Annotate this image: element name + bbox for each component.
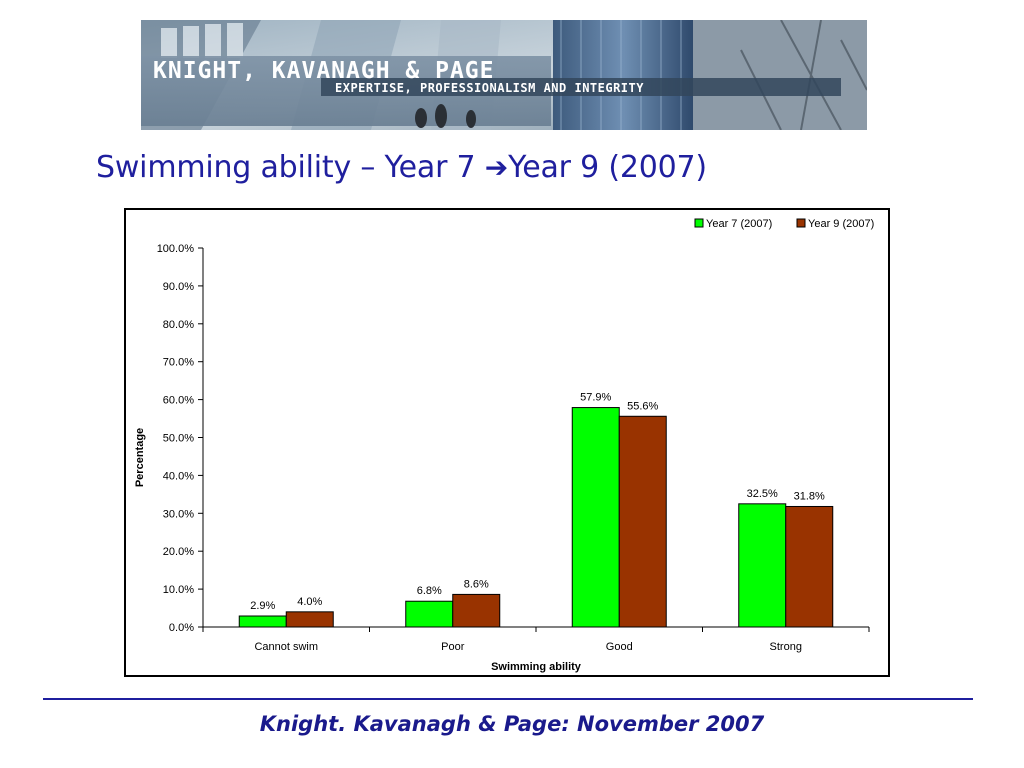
- bar: [785, 505, 834, 628]
- y-tick-label: 60.0%: [163, 395, 194, 407]
- title-part1: Swimming ability – Year 7: [96, 150, 485, 185]
- slide-title: Swimming ability – Year 7 ➔Year 9 (2007): [96, 150, 707, 185]
- bar: [405, 600, 454, 628]
- data-label: 4.0%: [297, 596, 322, 608]
- data-label: 32.5%: [747, 488, 778, 500]
- data-label: 31.8%: [794, 490, 825, 502]
- y-tick-label: 90.0%: [163, 281, 194, 293]
- legend-label: Year 9 (2007): [808, 218, 874, 230]
- x-tick-label: Cannot swim: [254, 641, 318, 653]
- y-tick-label: 40.0%: [163, 470, 194, 482]
- data-label: 57.9%: [580, 392, 611, 404]
- bar: [238, 615, 287, 628]
- y-tick-label: 70.0%: [163, 357, 194, 369]
- y-tick-label: 30.0%: [163, 508, 194, 520]
- bar-chart: 0.0% 10.0% 20.0% 30.0% 40.0% 50.0% 60.0% 70.0% 8…: [134, 218, 874, 673]
- bar: [571, 407, 620, 628]
- bar: [618, 415, 667, 628]
- data-label: 2.9%: [250, 600, 275, 612]
- y-tick-label: 50.0%: [163, 433, 194, 445]
- banner-image: KNIGHT, KAVANAGH & PAGE EXPERTISE, PROFE…: [141, 20, 867, 130]
- footer-divider: [43, 698, 973, 700]
- y-tick-label: 0.0%: [169, 622, 194, 634]
- data-label: 55.6%: [627, 400, 658, 412]
- x-tick-label: Strong: [770, 641, 802, 653]
- x-axis-title: Swimming ability: [491, 661, 582, 673]
- right-arrow-icon: ➔: [484, 151, 509, 184]
- legend-swatch: [694, 218, 704, 228]
- bar: [738, 503, 787, 628]
- bar: [452, 593, 501, 628]
- legend-swatch: [796, 218, 806, 228]
- y-tick-label: 100.0%: [157, 243, 195, 255]
- header-banner: KNIGHT, KAVANAGH & PAGE EXPERTISE, PROFE…: [141, 20, 867, 130]
- footer-text: Knight. Kavanagh & Page: November 2007: [259, 712, 765, 736]
- y-axis-title: Percentage: [134, 428, 146, 487]
- banner-company: KNIGHT, KAVANAGH & PAGE: [153, 58, 495, 84]
- bar: [285, 611, 334, 628]
- data-label: 8.6%: [464, 578, 489, 590]
- title-part2: Year 9 (2007): [508, 150, 707, 185]
- y-tick-label: 80.0%: [163, 319, 194, 331]
- x-tick-label: Poor: [441, 641, 465, 653]
- legend-label: Year 7 (2007): [706, 218, 772, 230]
- y-tick-label: 10.0%: [163, 584, 194, 596]
- y-tick-label: 20.0%: [163, 546, 194, 558]
- x-tick-label: Good: [606, 641, 633, 653]
- chart-frame: 0.0% 10.0% 20.0% 30.0% 40.0% 50.0% 60.0% 70.0% 8…: [124, 208, 890, 677]
- data-label: 6.8%: [417, 585, 442, 597]
- banner-tagline: EXPERTISE, PROFESSIONALISM AND INTEGRITY: [335, 81, 644, 95]
